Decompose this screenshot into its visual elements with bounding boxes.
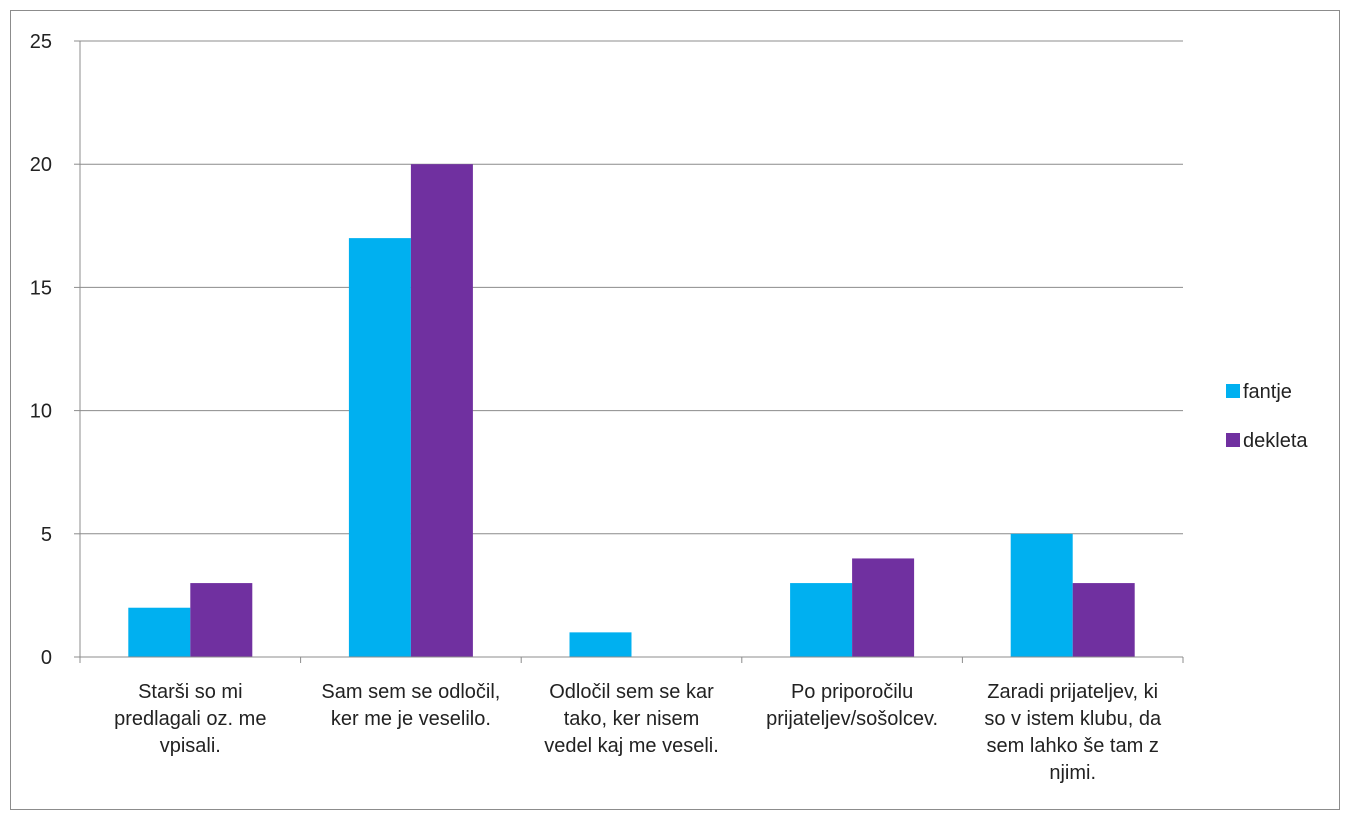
category-label: Zaradi prijateljev, ki so v istem klubu, … bbox=[984, 681, 1162, 784]
legend-swatch-dekleta bbox=[1226, 433, 1240, 447]
legend: fantje dekleta bbox=[1226, 381, 1308, 452]
category-label: Po priporočilu prijateljev/sošolcev. bbox=[766, 681, 938, 730]
bar-fantje bbox=[348, 238, 411, 657]
y-tick-label: 25 bbox=[30, 31, 52, 53]
legend-swatch-fantje bbox=[1226, 384, 1240, 398]
bar-fantje bbox=[1010, 533, 1073, 657]
bar-fantje bbox=[790, 583, 853, 657]
legend-label-dekleta: dekleta bbox=[1243, 430, 1308, 452]
legend-label-fantje: fantje bbox=[1243, 381, 1292, 403]
bars bbox=[128, 164, 1135, 657]
bar-fantje bbox=[569, 632, 632, 657]
category-label: Sam sem se odločil, ker me je veselilo. bbox=[321, 681, 500, 730]
axes bbox=[74, 40, 1184, 663]
y-tick-label: 0 bbox=[41, 647, 52, 669]
y-tick-label: 10 bbox=[30, 401, 52, 423]
bar-dekleta bbox=[410, 164, 473, 657]
category-labels: Starši so mi predlagali oz. me vpisali. Sam… bbox=[114, 681, 1162, 784]
gridlines bbox=[80, 40, 1183, 535]
y-tick-label: 20 bbox=[30, 154, 52, 176]
y-tick-labels: 0 5 10 15 20 25 bbox=[30, 31, 52, 669]
y-tick-label: 15 bbox=[30, 277, 52, 299]
bar-fantje bbox=[128, 607, 191, 657]
category-label: Starši so mi predlagali oz. me vpisali. bbox=[114, 681, 266, 757]
chart-frame bbox=[10, 10, 1340, 810]
bar-dekleta bbox=[852, 558, 915, 657]
y-tick-label: 5 bbox=[41, 524, 52, 546]
bar-dekleta bbox=[1072, 583, 1135, 657]
category-label: Odločil sem se kar tako, ker nisem vedel k… bbox=[544, 681, 719, 757]
bar-dekleta bbox=[190, 583, 253, 657]
